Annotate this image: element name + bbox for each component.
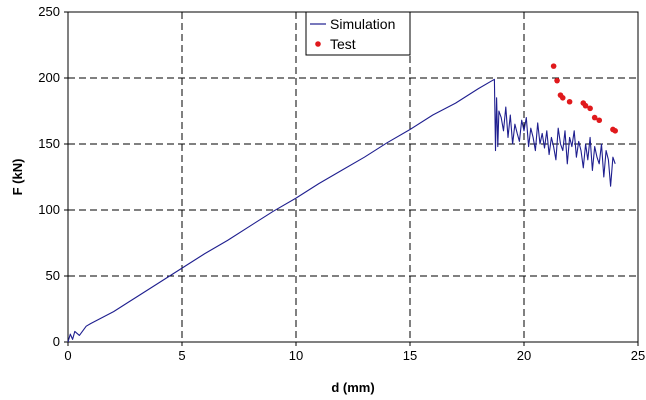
grid <box>68 12 638 342</box>
x-tick-label: 25 <box>631 348 645 363</box>
y-tick-label: 100 <box>38 202 60 217</box>
x-tick-label: 15 <box>403 348 417 363</box>
x-tick-label: 10 <box>289 348 303 363</box>
data-point-test <box>591 114 598 121</box>
legend-label-test: Test <box>330 36 356 52</box>
data-point-test <box>587 105 593 112</box>
series-line-simulation <box>67 78 616 343</box>
series-layer <box>67 63 618 343</box>
y-tick-label: 250 <box>38 4 60 19</box>
data-point-test <box>566 98 573 105</box>
x-tick-label: 5 <box>178 348 185 363</box>
x-tick-label: 20 <box>517 348 531 363</box>
data-point-test <box>550 63 557 69</box>
data-point-test <box>582 102 589 109</box>
y-tick-label: 50 <box>46 268 60 283</box>
legend: Simulation Test <box>305 11 411 56</box>
x-tick-label: 0 <box>64 348 71 363</box>
data-point-test <box>559 95 566 101</box>
legend-label-simulation: Simulation <box>330 16 395 32</box>
plot-background <box>68 12 638 342</box>
y-tick-label: 0 <box>53 334 60 349</box>
y-tick-label: 200 <box>38 70 60 85</box>
y-axis-label: F (kN) <box>10 159 25 196</box>
y-tick-label: 150 <box>38 136 60 151</box>
legend-box <box>305 11 411 56</box>
data-point-test <box>554 77 560 84</box>
data-point-test <box>596 117 603 124</box>
legend-swatch-test <box>315 41 321 47</box>
data-point-test <box>612 128 618 134</box>
x-axis-label: d (mm) <box>331 380 374 395</box>
